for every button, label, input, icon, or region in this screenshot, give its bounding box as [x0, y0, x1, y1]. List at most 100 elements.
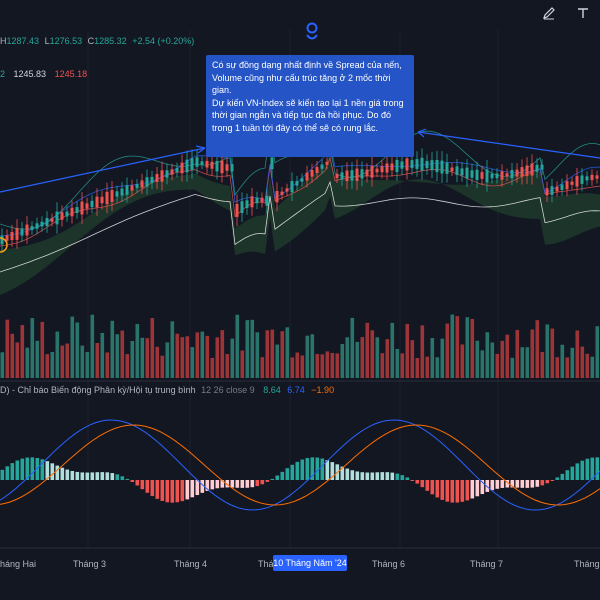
x-axis-label-feb: háng Hai [0, 559, 37, 569]
annotation-note[interactable]: Có sự đồng dạng nhất định về Spread của … [206, 55, 414, 157]
macd-hist-bar [245, 480, 250, 488]
candle-body [135, 184, 139, 188]
volume-bar [275, 344, 280, 378]
macd-hist-bar [510, 480, 515, 488]
volume-bar [300, 355, 305, 378]
macd-hist-bar [215, 480, 220, 489]
candle-body [380, 166, 384, 173]
macd-hist-bar [230, 480, 235, 488]
candle-body [35, 223, 39, 229]
volume-bar [40, 321, 45, 378]
candle-body [370, 165, 374, 178]
candle-body [465, 167, 469, 179]
macd-hist-bar [565, 470, 570, 480]
volume-bar [305, 335, 310, 378]
macd-hist-bar [545, 480, 550, 484]
macd-hist-bar [340, 466, 345, 480]
macd-hist-bar [100, 472, 105, 480]
volume-bar [280, 331, 285, 378]
macd-hist-bar [160, 480, 165, 501]
text-tool-icon[interactable] [572, 2, 594, 24]
macd-hist-bar [210, 480, 215, 490]
macd-hist-bar [95, 472, 100, 480]
volume-bar [15, 342, 20, 378]
macd-hist-bar [505, 480, 510, 488]
volume-bar [115, 334, 120, 378]
macd-hist-bar [485, 480, 490, 492]
macd-hist-bar [180, 480, 185, 502]
candle-body [290, 181, 294, 193]
candle-body [80, 201, 84, 215]
candle-body [150, 176, 154, 184]
candle-body [585, 176, 589, 181]
candle-body [500, 171, 504, 180]
macd-hist-bar [585, 458, 590, 480]
macd-hist-bar [375, 472, 380, 480]
volume-bar [100, 332, 105, 378]
volume-bar [0, 352, 5, 378]
candle-body [175, 167, 179, 173]
candle-body [245, 200, 249, 208]
macd-hist-bar [265, 480, 270, 482]
volume-bar [270, 329, 275, 378]
macd-hist-bar [575, 463, 580, 480]
macd-line [0, 419, 600, 511]
volume-bar [295, 352, 300, 378]
pencil-icon[interactable] [538, 2, 560, 24]
candle-body [510, 169, 514, 179]
volume-bar [85, 352, 90, 378]
macd-hist-bar [75, 471, 80, 480]
candle-body [180, 162, 184, 174]
candle-body [305, 172, 309, 181]
volume-bar [105, 352, 110, 378]
macd-hist-bar [115, 474, 120, 480]
volume-bar [570, 347, 575, 378]
macd-hist-bar [415, 480, 420, 484]
candle-body [0, 235, 4, 245]
macd-hist-bar [475, 480, 480, 497]
macd-hist-bar [55, 465, 60, 480]
macd-hist-bar [175, 480, 180, 503]
candle-body [95, 196, 99, 208]
macd-hist-bar [285, 468, 290, 480]
close-label: C [87, 36, 95, 46]
volume-bar [515, 329, 520, 378]
trend-line-right [417, 131, 600, 159]
macd-hist-bar [20, 458, 25, 480]
macd-hist-bar [315, 457, 320, 480]
candle-body [385, 163, 389, 173]
candle-body [525, 165, 529, 176]
macd-hist-bar [555, 477, 560, 480]
candle-body [565, 181, 569, 190]
macd-hist-bar [425, 480, 430, 491]
pin-icon[interactable] [305, 22, 319, 44]
macd-hist-bar [260, 480, 265, 485]
volume-bar [565, 357, 570, 378]
candle-body [65, 211, 69, 217]
volume-bar [455, 316, 460, 378]
macd-hist-bar [5, 466, 10, 480]
volume-bar [545, 324, 550, 378]
macd-hist-bar [130, 480, 135, 483]
macd-hist-bar [50, 463, 55, 480]
volume-bar [505, 334, 510, 378]
volume-bar [460, 344, 465, 378]
volume-bar [20, 325, 25, 378]
candle-body [45, 218, 49, 226]
macd-hist-bar [65, 469, 70, 480]
candle-body [205, 160, 209, 168]
macd-hist-bar [140, 480, 145, 490]
volume-bar [350, 317, 355, 378]
candle-body [415, 159, 419, 169]
candle-body [185, 159, 189, 173]
macd-hist-bar [405, 477, 410, 480]
macd-hist-bar [455, 480, 460, 503]
macd-hist-bar [225, 480, 230, 488]
blue-line [0, 142, 600, 237]
macd-hist-bar [110, 473, 115, 480]
macd-hist-bar [560, 473, 565, 480]
macd-hist-bar [540, 480, 545, 486]
red-line [0, 156, 600, 247]
macd-hist-bar [45, 461, 50, 480]
macd-hist-bar [150, 480, 155, 497]
